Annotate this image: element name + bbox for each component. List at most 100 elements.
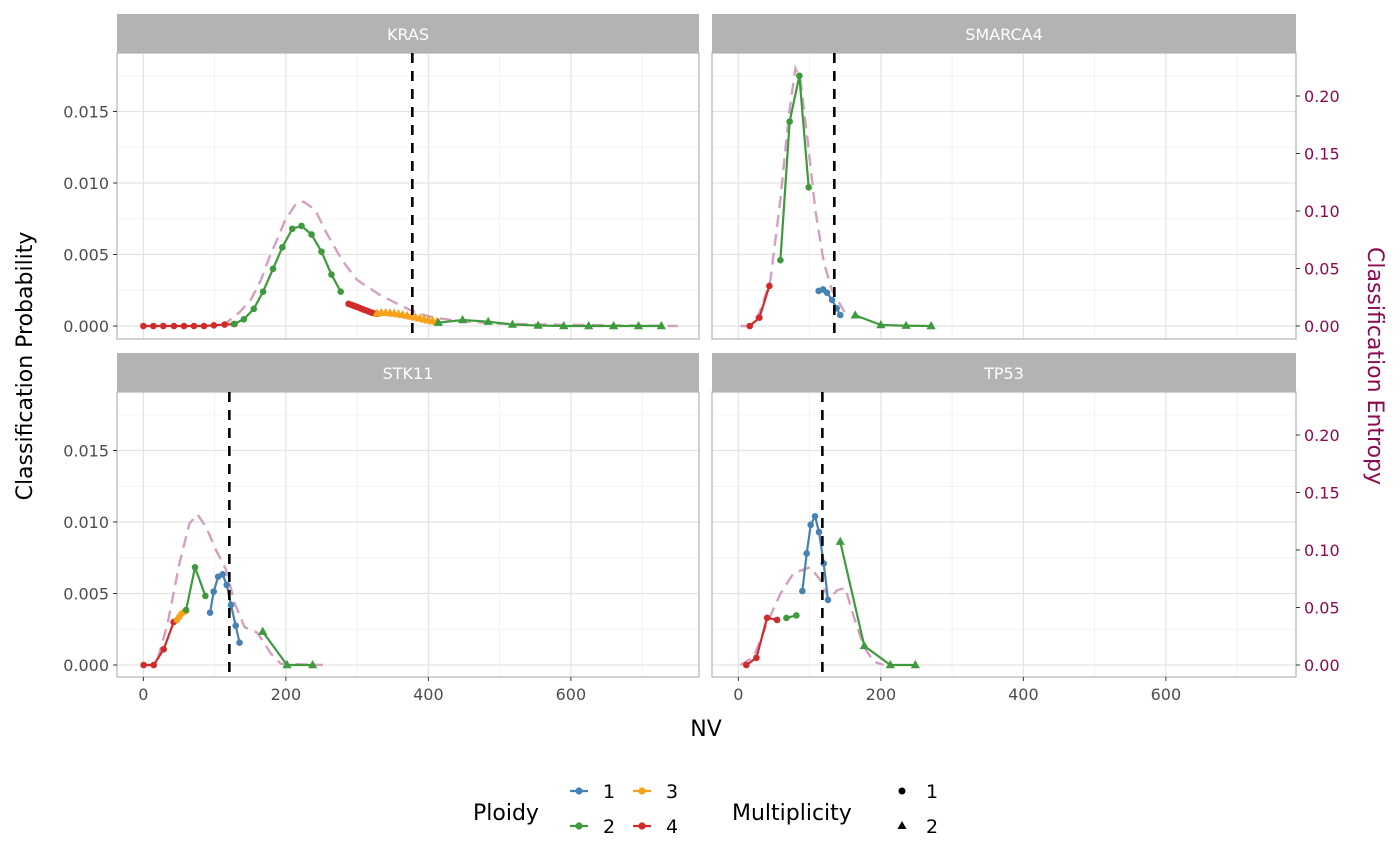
facet-strip xyxy=(712,353,1296,392)
data-point-triangle xyxy=(433,317,443,326)
entropy-curve xyxy=(143,512,323,667)
data-point-circle xyxy=(756,314,763,322)
data-point-circle xyxy=(200,322,208,330)
data-point-circle xyxy=(793,612,800,619)
data-point-circle xyxy=(190,322,198,330)
legend-key-multiplicity-1: 1 xyxy=(898,781,938,803)
legend-key-marker xyxy=(575,822,583,830)
legend-key-label: 1 xyxy=(926,781,938,803)
data-point-triangle xyxy=(633,321,644,330)
data-point-circle xyxy=(328,271,335,278)
series-line-ploidy-2-mult-2 xyxy=(854,314,932,328)
y-secondary-tick-label: 0.10 xyxy=(1304,202,1340,221)
legend-multiplicity-title: Multiplicity xyxy=(732,801,852,826)
y-tick-label: 0.000 xyxy=(63,656,109,675)
data-point-circle xyxy=(753,654,760,662)
facet-panel-tp53: TP53 0.00 0.05 0.10 0.15 0.20 0 200 400 600 xyxy=(711,353,1340,704)
data-point-circle xyxy=(318,248,325,255)
y-secondary-tick-label: 0.05 xyxy=(1304,260,1340,279)
data-point-circle xyxy=(219,571,226,578)
legend-key-label: 3 xyxy=(666,781,678,803)
y-tick-label: 0.010 xyxy=(63,513,109,532)
series-line-ploidy-2-mult-1 xyxy=(779,74,810,261)
legend-key-label: 4 xyxy=(666,816,678,838)
data-point-circle xyxy=(746,322,754,330)
y-secondary-tick-label: 0.20 xyxy=(1304,87,1340,106)
panel-background xyxy=(117,392,699,677)
data-point-circle xyxy=(202,592,209,600)
data-point-circle xyxy=(240,315,248,323)
panels: KRAS0.0000.0050.0100.015SMARCA40.000.050… xyxy=(63,14,1340,704)
legend-ploidy-keys: 1 2 3 4 xyxy=(570,781,678,838)
data-point-circle xyxy=(250,305,258,313)
facet-strip xyxy=(117,353,699,392)
data-point-circle xyxy=(279,244,286,251)
data-point-circle xyxy=(140,661,147,669)
x-tick-label: 200 xyxy=(271,685,302,704)
y-tick-label: 0.005 xyxy=(63,585,109,604)
legend-key-marker xyxy=(638,822,646,830)
data-point-circle xyxy=(773,616,781,624)
y-secondary-tick-label: 0.05 xyxy=(1304,599,1340,618)
y-axis-secondary-title: Classification Entropy xyxy=(1362,247,1387,485)
data-point-circle xyxy=(180,322,188,330)
data-point-circle xyxy=(160,645,167,653)
y-secondary-tick-label: 0.15 xyxy=(1304,145,1340,164)
facet-strip-label: SMARCA4 xyxy=(965,25,1043,44)
legend-key-label: 2 xyxy=(603,816,615,838)
data-point-circle xyxy=(337,288,345,295)
data-point-circle xyxy=(230,320,238,328)
data-point-circle xyxy=(811,512,819,520)
data-point-triangle xyxy=(835,536,845,545)
data-point-circle xyxy=(815,528,823,536)
data-point-circle xyxy=(227,601,235,609)
legend-circle-marker xyxy=(898,787,906,795)
data-point-circle xyxy=(777,256,784,264)
data-point-circle xyxy=(828,296,836,304)
data-point-triangle xyxy=(656,321,666,330)
data-point-circle xyxy=(288,225,296,233)
data-point-triangle xyxy=(859,640,869,650)
panel-border xyxy=(711,52,1297,340)
data-point-circle xyxy=(160,322,167,330)
data-point-circle xyxy=(783,614,790,622)
series-line-ploidy-4-mult-1 xyxy=(143,621,175,667)
y-tick-label: 0.005 xyxy=(63,246,109,265)
data-point-circle xyxy=(823,289,831,296)
x-tick-label: 200 xyxy=(866,685,897,704)
y-tick-label: 0.015 xyxy=(63,442,109,461)
legend-triangle-marker xyxy=(897,821,907,829)
legend-key-marker xyxy=(638,787,646,795)
data-point-triangle xyxy=(901,320,911,329)
data-point-circle xyxy=(150,661,157,669)
data-point-circle xyxy=(221,321,228,328)
data-point-triangle xyxy=(609,321,619,330)
data-point-circle xyxy=(298,222,305,230)
data-point-circle xyxy=(796,72,803,80)
data-point-circle xyxy=(206,609,214,616)
facet-panel-stk11: STK11 0.000 0.005 0.010 0.015 0 200 400 600 xyxy=(63,353,700,704)
facet-panel-kras: KRAS 0.000 0.005 0.010 0.015 xyxy=(63,14,700,340)
data-point-triangle xyxy=(876,319,886,329)
y-secondary-tick-label: 0.15 xyxy=(1304,484,1340,503)
series-line-ploidy-2-mult-2 xyxy=(839,541,916,667)
facet-strip xyxy=(712,14,1296,53)
data-point-circle xyxy=(763,614,771,622)
data-point-triangle xyxy=(308,660,318,669)
data-point-circle xyxy=(259,288,267,295)
data-point-circle xyxy=(803,550,810,557)
y-tick-label: 0.000 xyxy=(63,317,109,336)
data-point-circle xyxy=(799,587,806,595)
panel-background xyxy=(712,53,1296,339)
data-point-circle xyxy=(223,581,231,589)
y-secondary-tick-label: 0.20 xyxy=(1304,426,1340,445)
data-point-triangle xyxy=(584,321,594,330)
x-tick-label: 600 xyxy=(556,685,587,704)
data-point-circle xyxy=(191,564,199,571)
data-point-circle xyxy=(232,622,240,629)
legend-ploidy-title: Ploidy xyxy=(473,801,539,826)
data-point-triangle xyxy=(533,320,543,329)
data-point-circle xyxy=(210,588,217,595)
y-tick-label: 0.010 xyxy=(63,174,109,193)
